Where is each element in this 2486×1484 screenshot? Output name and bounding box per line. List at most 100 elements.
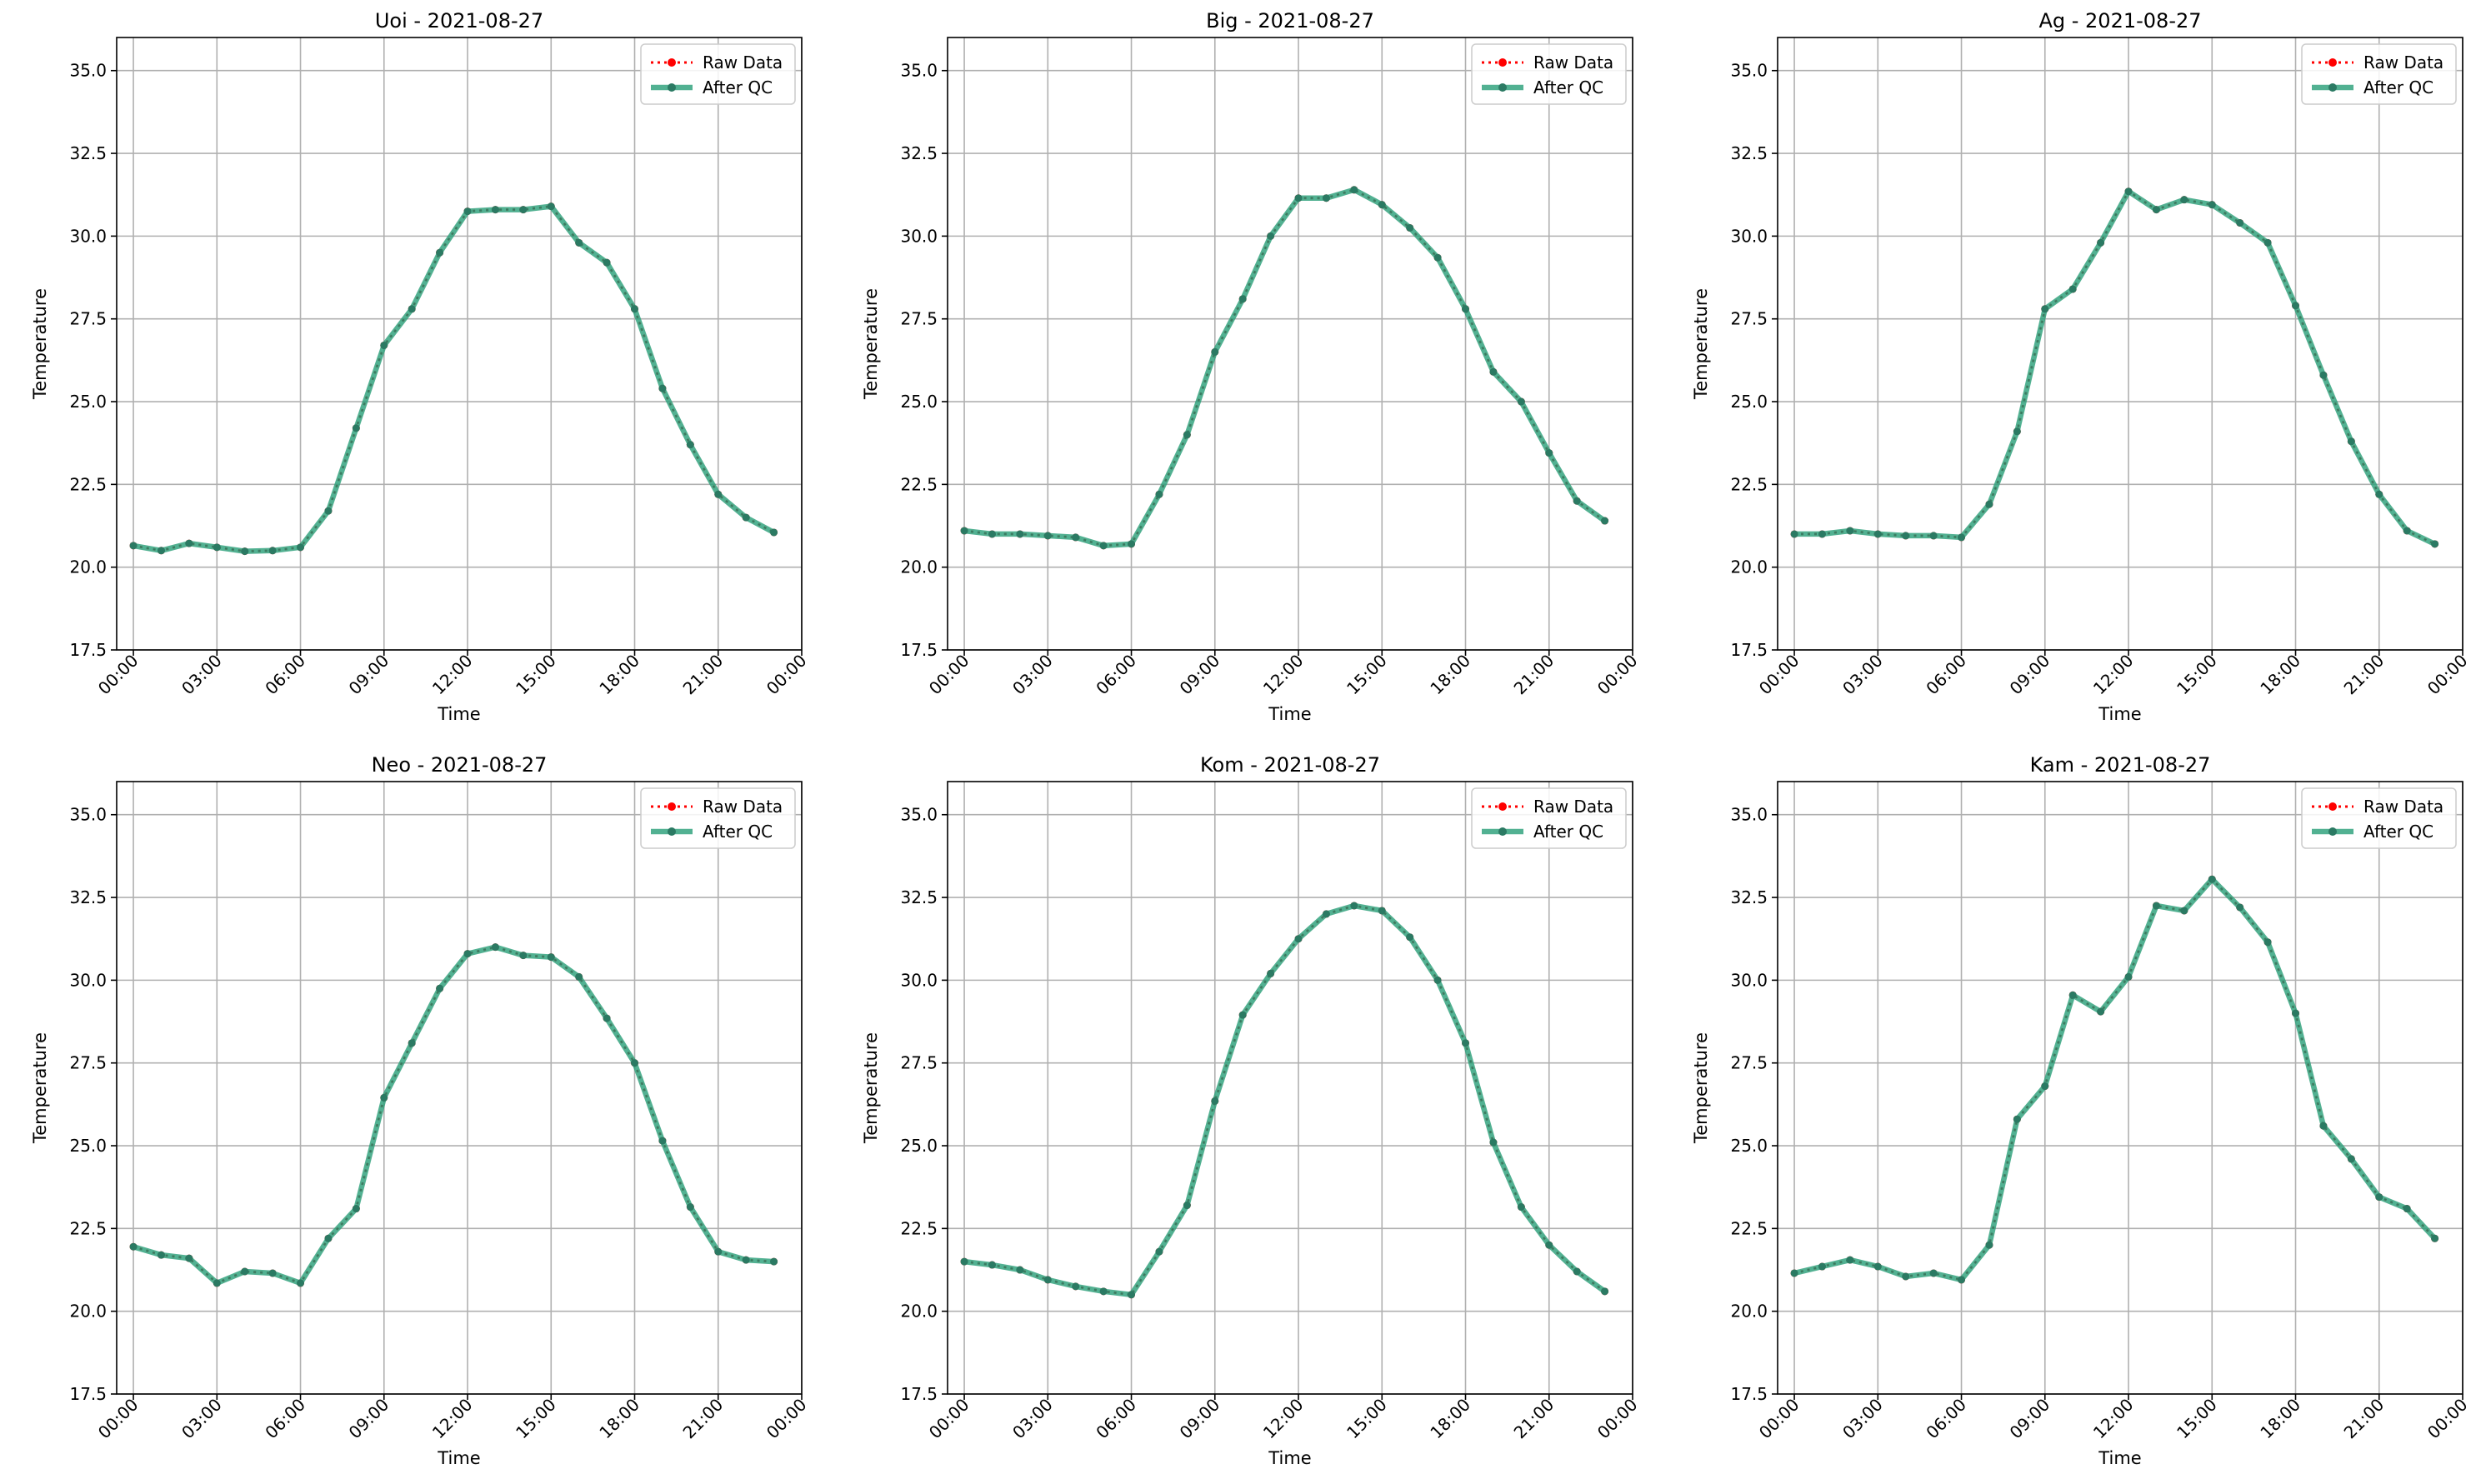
chart-title: Uoi - 2021-08-27 — [375, 9, 543, 32]
axes-frame — [947, 781, 1633, 1395]
legend-qc-label: After QC — [703, 822, 773, 842]
after-qc-point — [1238, 295, 1247, 303]
after-qc-point — [1350, 186, 1358, 194]
y-tick-label: 22.5 — [900, 1218, 938, 1238]
legend-raw-label: Raw Data — [1533, 797, 1613, 817]
after-qc-point — [2431, 540, 2439, 548]
after-qc-point — [1016, 530, 1024, 538]
y-tick-label: 30.0 — [69, 970, 107, 990]
y-tick-label: 20.0 — [69, 557, 107, 577]
after-qc-point — [1929, 1269, 1938, 1277]
y-tick-label: 35.0 — [900, 61, 938, 81]
after-qc-point — [770, 528, 778, 537]
after-qc-point — [1378, 907, 1386, 915]
y-tick-label: 20.0 — [1730, 1302, 1768, 1322]
y-tick-label: 27.5 — [1730, 309, 1768, 329]
y-tick-label: 35.0 — [69, 805, 107, 825]
legend-raw-label: Raw Data — [703, 797, 783, 817]
y-tick-label: 30.0 — [1730, 226, 1768, 246]
axes-frame — [947, 37, 1633, 651]
after-qc-point — [436, 984, 444, 992]
y-tick-label: 17.5 — [1730, 640, 1768, 660]
after-qc-point — [2097, 238, 2105, 247]
y-tick-label: 17.5 — [69, 1384, 107, 1404]
after-qc-point — [436, 248, 444, 257]
y-axis-label: Temperature — [1691, 1032, 1711, 1144]
chart-title: Kom - 2021-08-27 — [1200, 753, 1380, 777]
legend: Raw Data After QC — [1471, 43, 1627, 105]
y-tick-label: 22.5 — [1730, 474, 1768, 494]
after-qc-point — [1489, 1138, 1498, 1147]
chart-title: Ag - 2021-08-27 — [2038, 9, 2201, 32]
legend: Raw Data After QC — [1471, 787, 1627, 849]
after-qc-point — [2068, 991, 2077, 999]
legend-raw-label: Raw Data — [1533, 52, 1613, 72]
legend-qc-label: After QC — [703, 77, 773, 97]
legend-raw-marker — [2328, 58, 2337, 67]
y-tick-label: 22.5 — [900, 474, 938, 494]
after-qc-point — [297, 543, 305, 552]
y-tick-label: 20.0 — [69, 1302, 107, 1322]
after-qc-point — [213, 543, 221, 552]
after-qc-point — [2319, 371, 2328, 379]
y-axis-label: Temperature — [1691, 288, 1711, 400]
y-axis-label: Temperature — [30, 1032, 50, 1144]
after-qc-point — [714, 490, 723, 498]
after-qc-point — [1601, 517, 1609, 525]
axes-frame — [116, 781, 803, 1395]
x-axis-label: Time — [437, 704, 480, 724]
after-qc-point — [185, 539, 193, 547]
after-qc-point — [1016, 1266, 1024, 1274]
legend-raw-label: Raw Data — [703, 52, 783, 72]
raw-overlay-line — [133, 205, 774, 552]
y-tick-label: 17.5 — [69, 640, 107, 660]
y-tick-label: 27.5 — [69, 1053, 107, 1073]
legend-raw-label: Raw Data — [2363, 52, 2443, 72]
legend-qc-label: After QC — [2363, 77, 2433, 97]
after-qc-point — [1043, 1276, 1052, 1284]
legend-qc-label: After QC — [1533, 77, 1603, 97]
axes-frame — [116, 37, 803, 651]
legend: Raw Data After QC — [640, 43, 796, 105]
y-tick-label: 25.0 — [900, 1136, 938, 1156]
y-tick-label: 22.5 — [1730, 1218, 1768, 1238]
y-tick-label: 35.0 — [1730, 61, 1768, 81]
after-qc-point — [2097, 1007, 2105, 1016]
chart-panel: 17.520.022.525.027.530.032.535.000:00 03:… — [1691, 9, 2472, 724]
y-tick-label: 32.5 — [69, 887, 107, 907]
legend-raw-marker — [668, 802, 676, 811]
legend-qc-marker — [1498, 827, 1507, 836]
y-tick-label: 32.5 — [900, 143, 938, 163]
after-qc-point — [1545, 449, 1553, 457]
axes-frame — [1777, 37, 2463, 651]
legend-qc-label: After QC — [2363, 822, 2433, 842]
after-qc-point — [1985, 1241, 1993, 1249]
after-qc-point — [1873, 1262, 1882, 1271]
after-qc-point — [380, 341, 388, 349]
y-tick-label: 35.0 — [1730, 805, 1768, 825]
after-qc-point — [2263, 238, 2272, 247]
y-axis-label: Temperature — [861, 288, 881, 400]
legend-qc-marker — [2328, 83, 2337, 92]
legend-raw-marker — [668, 58, 676, 67]
after-qc-point — [1099, 1287, 1108, 1296]
after-qc-point — [408, 1039, 416, 1047]
y-tick-label: 25.0 — [900, 392, 938, 412]
after-qc-point — [185, 1254, 193, 1262]
after-qc-point — [1322, 910, 1330, 918]
y-tick-label: 35.0 — [900, 805, 938, 825]
after-qc-point — [268, 1269, 277, 1277]
y-tick-label: 20.0 — [900, 557, 938, 577]
raw-overlay-line — [963, 905, 1606, 1296]
after-qc-point — [631, 1059, 639, 1067]
after-qc-point — [1211, 1097, 1219, 1105]
y-tick-label: 25.0 — [69, 392, 107, 412]
legend-qc-marker — [1498, 83, 1507, 92]
legend-qc-label: After QC — [1533, 822, 1603, 842]
after-qc-point — [2208, 201, 2216, 209]
after-qc-point — [2236, 218, 2244, 227]
after-qc-point — [1462, 305, 1470, 313]
y-tick-label: 30.0 — [69, 226, 107, 246]
